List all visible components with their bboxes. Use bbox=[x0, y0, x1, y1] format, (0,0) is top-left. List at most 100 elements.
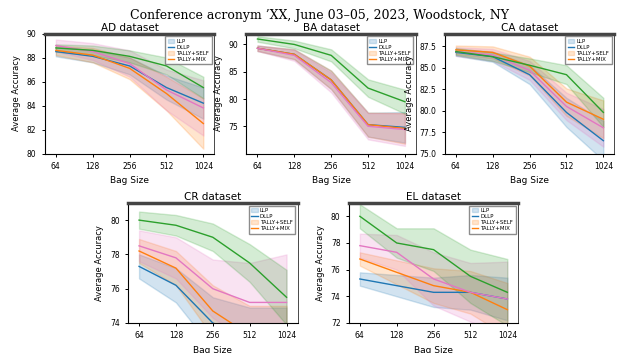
TALLY+SELF bbox=[430, 277, 438, 281]
LLP bbox=[393, 283, 401, 288]
TALLY+MIX bbox=[52, 46, 60, 50]
TALLY+MIX bbox=[291, 42, 298, 47]
TALLY+MIX bbox=[283, 295, 291, 299]
DLLP bbox=[467, 290, 474, 294]
TALLY+SELF bbox=[356, 244, 364, 248]
DLLP bbox=[328, 78, 335, 82]
Legend: LLP, DLLP, TALLY+SELF, TALLY+MIX: LLP, DLLP, TALLY+SELF, TALLY+MIX bbox=[469, 206, 516, 234]
Line: TALLY+SELF: TALLY+SELF bbox=[56, 46, 204, 108]
X-axis label: Bag Size: Bag Size bbox=[414, 346, 453, 353]
Line: DLLP: DLLP bbox=[56, 50, 204, 124]
TALLY+SELF bbox=[401, 127, 409, 132]
Line: TALLY+SELF: TALLY+SELF bbox=[360, 246, 508, 299]
LLP bbox=[200, 101, 207, 105]
DLLP bbox=[283, 333, 291, 337]
LLP bbox=[246, 335, 253, 339]
Line: LLP: LLP bbox=[56, 52, 204, 103]
TALLY+MIX bbox=[525, 63, 533, 67]
Legend: LLP, DLLP, TALLY+SELF, TALLY+MIX: LLP, DLLP, TALLY+SELF, TALLY+MIX bbox=[565, 36, 612, 64]
LLP bbox=[525, 73, 533, 77]
TALLY+MIX bbox=[209, 235, 216, 239]
Line: DLLP: DLLP bbox=[257, 48, 405, 128]
TALLY+MIX bbox=[163, 64, 170, 68]
LLP bbox=[489, 55, 497, 59]
Legend: LLP, DLLP, TALLY+SELF, TALLY+MIX: LLP, DLLP, TALLY+SELF, TALLY+MIX bbox=[248, 206, 295, 234]
TALLY+MIX bbox=[489, 55, 497, 59]
LLP bbox=[430, 290, 438, 294]
LLP bbox=[209, 321, 216, 325]
LLP bbox=[328, 78, 335, 82]
DLLP bbox=[504, 307, 511, 312]
Line: TALLY+SELF: TALLY+SELF bbox=[139, 246, 287, 303]
DLLP bbox=[246, 333, 253, 337]
TALLY+SELF bbox=[172, 256, 180, 260]
TALLY+SELF bbox=[328, 80, 335, 85]
Line: TALLY+SELF: TALLY+SELF bbox=[456, 52, 604, 128]
TALLY+SELF bbox=[283, 300, 291, 305]
Line: TALLY+MIX: TALLY+MIX bbox=[139, 220, 287, 297]
Line: TALLY+MIX: TALLY+MIX bbox=[456, 52, 604, 112]
LLP bbox=[563, 110, 570, 114]
DLLP bbox=[209, 309, 216, 313]
LLP bbox=[356, 277, 364, 281]
Line: TALLY+MIX: TALLY+MIX bbox=[360, 216, 508, 292]
TALLY+MIX bbox=[135, 218, 143, 222]
TALLY+SELF bbox=[489, 53, 497, 57]
TALLY+MIX bbox=[467, 274, 474, 279]
DLLP bbox=[163, 91, 170, 96]
DLLP bbox=[563, 100, 570, 104]
X-axis label: Bag Size: Bag Size bbox=[193, 346, 232, 353]
LLP bbox=[253, 46, 261, 50]
TALLY+MIX bbox=[364, 86, 372, 90]
DLLP bbox=[489, 50, 497, 54]
LLP bbox=[364, 122, 372, 127]
TALLY+SELF bbox=[200, 106, 207, 110]
TALLY+SELF bbox=[253, 46, 261, 50]
TALLY+SELF bbox=[209, 287, 216, 291]
TALLY+MIX bbox=[89, 48, 97, 53]
Line: DLLP: DLLP bbox=[360, 259, 508, 310]
DLLP bbox=[600, 117, 607, 121]
DLLP bbox=[356, 257, 364, 261]
TALLY+MIX bbox=[430, 247, 438, 252]
TALLY+SELF bbox=[52, 43, 60, 48]
LLP bbox=[504, 297, 511, 301]
TALLY+MIX bbox=[253, 37, 261, 41]
Line: LLP: LLP bbox=[257, 48, 405, 127]
Y-axis label: Average Accuracy: Average Accuracy bbox=[405, 56, 414, 131]
DLLP bbox=[135, 249, 143, 253]
Y-axis label: Average Accuracy: Average Accuracy bbox=[12, 56, 21, 131]
LLP bbox=[291, 52, 298, 56]
TALLY+MIX bbox=[452, 49, 460, 54]
TALLY+MIX bbox=[600, 110, 607, 114]
DLLP bbox=[126, 66, 134, 71]
Title: EL dataset: EL dataset bbox=[406, 192, 461, 202]
Line: TALLY+SELF: TALLY+SELF bbox=[257, 48, 405, 130]
Y-axis label: Average Accuracy: Average Accuracy bbox=[214, 56, 223, 131]
LLP bbox=[467, 290, 474, 294]
DLLP bbox=[52, 48, 60, 53]
TALLY+MIX bbox=[172, 223, 180, 227]
DLLP bbox=[200, 121, 207, 126]
Legend: LLP, DLLP, TALLY+SELF, TALLY+MIX: LLP, DLLP, TALLY+SELF, TALLY+MIX bbox=[165, 36, 212, 64]
DLLP bbox=[89, 53, 97, 57]
TALLY+SELF bbox=[504, 297, 511, 301]
TALLY+SELF bbox=[563, 104, 570, 108]
LLP bbox=[452, 50, 460, 54]
X-axis label: Bag Size: Bag Size bbox=[312, 176, 351, 185]
Legend: LLP, DLLP, TALLY+SELF, TALLY+MIX: LLP, DLLP, TALLY+SELF, TALLY+MIX bbox=[367, 36, 413, 64]
LLP bbox=[163, 85, 170, 90]
TALLY+MIX bbox=[246, 261, 253, 265]
DLLP bbox=[364, 122, 372, 127]
Line: TALLY+MIX: TALLY+MIX bbox=[56, 48, 204, 88]
Line: LLP: LLP bbox=[139, 267, 287, 337]
Title: BA dataset: BA dataset bbox=[303, 23, 360, 33]
LLP bbox=[89, 54, 97, 59]
X-axis label: Bag Size: Bag Size bbox=[110, 176, 149, 185]
LLP bbox=[135, 264, 143, 269]
TALLY+SELF bbox=[135, 244, 143, 248]
DLLP bbox=[401, 126, 409, 131]
Line: DLLP: DLLP bbox=[139, 251, 287, 335]
LLP bbox=[172, 283, 180, 287]
Title: CA dataset: CA dataset bbox=[501, 23, 558, 33]
